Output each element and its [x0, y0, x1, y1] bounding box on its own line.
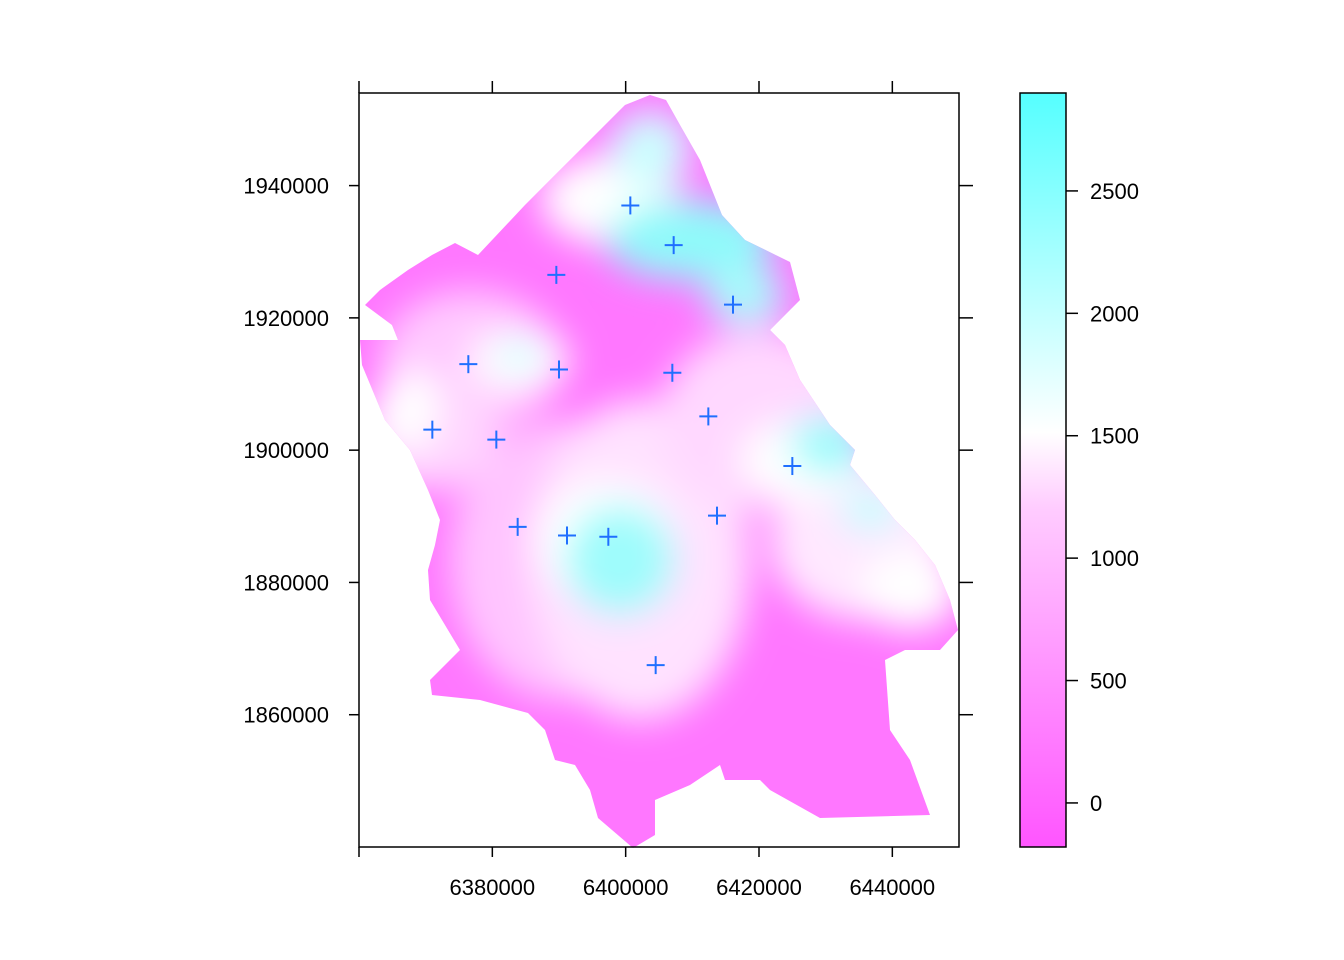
y-tick-label: 1900000 [243, 438, 329, 463]
legend-tick-label: 500 [1090, 669, 1127, 694]
station-marker [783, 457, 802, 476]
x-tick-label: 6420000 [716, 875, 802, 900]
x-tick-label: 6440000 [850, 875, 936, 900]
y-axis: 1860000 1880000 1900000 1920000 1940000 [243, 174, 973, 728]
legend-ticks: 0 500 1000 1500 2000 2500 [1066, 179, 1139, 816]
station-marker [646, 656, 665, 675]
station-marker [699, 407, 718, 426]
station-marker [547, 265, 566, 284]
y-tick-label: 1920000 [243, 306, 329, 331]
color-legend: 0 500 1000 1500 2000 2500 [1019, 92, 1139, 848]
y-tick-label: 1860000 [243, 703, 329, 728]
legend-tick-label: 0 [1090, 791, 1102, 816]
legend-tick-label: 2000 [1090, 301, 1139, 326]
x-tick-label: 6380000 [450, 875, 536, 900]
station-marker [459, 355, 478, 374]
station-marker [724, 295, 742, 314]
x-axis: 6380000 6400000 6420000 6440000 [358, 81, 936, 900]
legend-colorbar [1019, 92, 1067, 848]
station-marker [550, 360, 568, 379]
station-marker [423, 420, 442, 439]
legend-tick-label: 1500 [1090, 424, 1139, 449]
station-marker [508, 517, 527, 536]
elevation-raster [360, 95, 958, 848]
station-marker [708, 506, 726, 525]
station-marker [663, 363, 682, 382]
station-marker [599, 527, 618, 546]
y-tick-label: 1940000 [243, 174, 329, 199]
station-markers [423, 196, 802, 675]
x-tick-label: 6400000 [583, 875, 669, 900]
legend-tick-label: 2500 [1090, 179, 1139, 204]
legend-tick-label: 1000 [1090, 546, 1139, 571]
y-tick-label: 1880000 [243, 570, 329, 595]
station-marker [664, 236, 683, 255]
plot-frame [358, 92, 960, 848]
station-marker [487, 430, 506, 449]
station-marker [621, 196, 640, 215]
station-marker [558, 526, 576, 545]
